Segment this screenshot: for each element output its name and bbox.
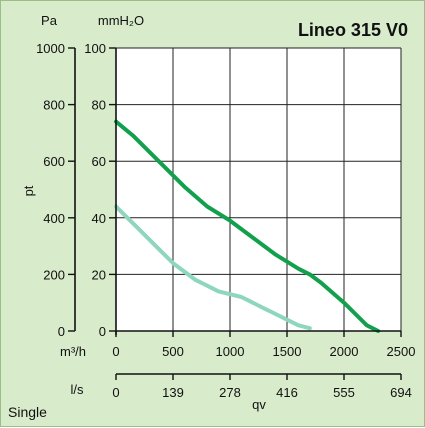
x-tick-label-primary: 2500 — [387, 344, 416, 359]
x-tick-label-primary: 500 — [162, 344, 184, 359]
y-axis-label: pt — [21, 185, 36, 196]
x-tick-label-primary: 0 — [112, 344, 119, 359]
fan-curve-high — [114, 119, 381, 333]
x-tick-label-primary: 1500 — [273, 344, 302, 359]
x-tick-label-primary: 2000 — [330, 344, 359, 359]
y-tick-label-secondary: 40 — [92, 211, 106, 226]
x-tick-label-secondary: 694 — [390, 385, 412, 400]
y-unit-mmh2o: mmH₂O — [98, 13, 144, 28]
y-tick-label-primary: 800 — [43, 98, 65, 113]
y-tick-label-secondary: 20 — [92, 267, 106, 282]
x-unit-m3h: m³/h — [60, 344, 86, 359]
x-tick-label-secondary: 555 — [333, 385, 355, 400]
x-tick-label-secondary: 139 — [162, 385, 184, 400]
y-tick-label-primary: 0 — [58, 324, 65, 339]
y-tick-label-secondary: 60 — [92, 154, 106, 169]
chart-title: Lineo 315 V0 — [298, 20, 408, 40]
y-tick-label-secondary: 100 — [84, 41, 106, 56]
x-unit-ls: l/s — [71, 382, 85, 397]
x-tick-label-primary: 1000 — [216, 344, 245, 359]
x-tick-label-secondary: 416 — [276, 385, 298, 400]
y-unit-pa: Pa — [41, 13, 58, 28]
y-tick-label-primary: 600 — [43, 154, 65, 169]
fan-curve-low — [114, 204, 312, 331]
plot-area — [116, 48, 401, 331]
y-tick-label-secondary: 80 — [92, 98, 106, 113]
x-tick-label-secondary: 0 — [112, 385, 119, 400]
footer-label: Single — [8, 404, 47, 420]
y-tick-label-primary: 200 — [43, 267, 65, 282]
y-tick-label-secondary: 0 — [99, 324, 106, 339]
x-tick-label-secondary: 278 — [219, 385, 241, 400]
y-tick-label-primary: 400 — [43, 211, 65, 226]
x-axis-label: qv — [252, 397, 266, 412]
y-tick-label-primary: 1000 — [36, 41, 65, 56]
